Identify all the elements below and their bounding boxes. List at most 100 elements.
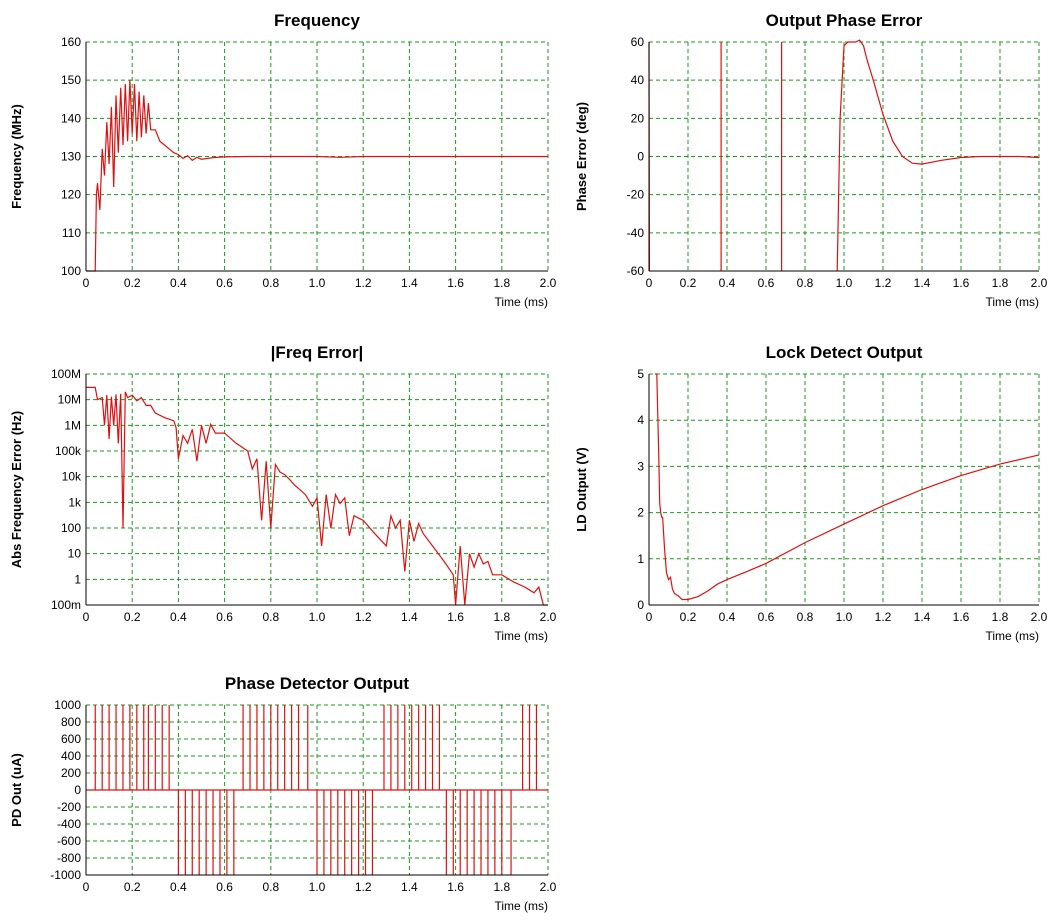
chart-freq-error: 0 0.2 0.4 0.6 0.8 1.0 1.2 1.4 1.6 1.8 2.0 100m 1 10 10… <box>9 343 557 643</box>
y-tick-label: 20 <box>631 111 645 125</box>
y-tick-label: 1 <box>637 552 644 566</box>
x-tick-label: 1.2 <box>355 610 372 624</box>
y-tick-label: 100 <box>61 521 81 535</box>
y-tick-label: -60 <box>627 264 645 278</box>
x-tick-label: 0.2 <box>124 880 141 894</box>
x-tick-label: 1.8 <box>992 276 1009 290</box>
y-tick-label: 4 <box>637 413 644 427</box>
y-tick-label: 1000 <box>54 698 81 712</box>
x-tick-label: 0.4 <box>719 276 736 290</box>
y-axis-label: Phase Error (deg) <box>574 102 589 211</box>
chart-pd-output: 0 0.2 0.4 0.6 0.8 1.0 1.2 1.4 1.6 1.8 2.0 -1000 -800… <box>9 674 557 913</box>
y-tick-label: -600 <box>57 834 81 848</box>
x-tick-label: 0 <box>646 610 653 624</box>
x-tick-label: 1.6 <box>953 610 970 624</box>
x-tick-label: 2.0 <box>1031 610 1048 624</box>
y-tick-label: 130 <box>61 150 81 164</box>
x-tick-label: 0.6 <box>216 276 233 290</box>
x-tick-label: 1.4 <box>914 276 931 290</box>
y-tick-label: 120 <box>61 188 81 202</box>
x-tick-label: 1.8 <box>493 880 510 894</box>
chart-title: Phase Detector Output <box>225 674 410 693</box>
y-tick-label: 1M <box>64 418 81 432</box>
y-tick-label: 800 <box>61 715 81 729</box>
y-tick-label: 0 <box>637 150 644 164</box>
y-axis-label: Frequency (MHz) <box>9 104 24 209</box>
x-tick-label: 1.2 <box>875 276 892 290</box>
chart-lock-detect: 0 0.2 0.4 0.6 0.8 1.0 1.2 1.4 1.6 1.8 2.0 0 1 2 3 4 5 Loc… <box>574 343 1048 643</box>
x-tick-label: 0 <box>83 880 90 894</box>
x-tick-label: 1.2 <box>355 276 372 290</box>
x-tick-label: 0.4 <box>719 610 736 624</box>
y-tick-label: -200 <box>57 800 81 814</box>
y-tick-label: 10M <box>58 393 81 407</box>
y-tick-label: 200 <box>61 766 81 780</box>
x-tick-label: 0.8 <box>797 610 814 624</box>
y-axis-label: Abs Frequency Error (Hz) <box>9 411 24 568</box>
x-tick-label: 0 <box>83 610 90 624</box>
x-tick-label: 0.8 <box>797 276 814 290</box>
x-tick-label: 1.0 <box>836 610 853 624</box>
x-tick-label: 1.4 <box>401 610 418 624</box>
chart-phase-error: 0 0.2 0.4 0.6 0.8 1.0 1.2 1.4 1.6 1.8 2.0 -60 -40 -20… <box>574 11 1048 309</box>
y-tick-label: 0 <box>637 598 644 612</box>
chart-title: Output Phase Error <box>766 11 923 30</box>
x-axis-label: Time (ms) <box>494 899 548 913</box>
y-tick-label: 100k <box>55 444 82 458</box>
x-tick-label: 1.4 <box>401 276 418 290</box>
y-tick-label: 1 <box>74 572 81 586</box>
x-tick-label: 0.2 <box>680 610 697 624</box>
y-tick-label: 160 <box>61 35 81 49</box>
x-axis-label: Time (ms) <box>494 629 548 643</box>
x-tick-label: 1.0 <box>309 880 326 894</box>
y-tick-label: 60 <box>631 35 645 49</box>
x-tick-label: 1.6 <box>447 880 464 894</box>
x-axis-label: Time (ms) <box>985 629 1039 643</box>
series-line-frequency <box>86 80 548 272</box>
y-tick-label: 10 <box>68 547 82 561</box>
x-tick-label: 0.8 <box>262 276 279 290</box>
y-tick-label: 40 <box>631 73 645 87</box>
series-line-freq-error <box>86 386 548 606</box>
x-tick-label: 1.4 <box>914 610 931 624</box>
y-tick-label: 1k <box>68 495 82 509</box>
x-axis-label: Time (ms) <box>985 295 1039 309</box>
y-tick-label: -40 <box>627 226 645 240</box>
x-tick-label: 0.4 <box>170 610 187 624</box>
x-axis-label: Time (ms) <box>494 295 548 309</box>
x-tick-label: 1.0 <box>309 276 326 290</box>
y-tick-label: -20 <box>627 188 645 202</box>
x-tick-label: 0 <box>83 276 90 290</box>
y-tick-label: 10k <box>62 470 82 484</box>
x-tick-label: 1.8 <box>493 276 510 290</box>
x-tick-label: 0.6 <box>216 880 233 894</box>
y-tick-label: -1000 <box>50 868 81 882</box>
x-tick-label: 1.4 <box>401 880 418 894</box>
y-tick-label: 2 <box>637 506 644 520</box>
x-tick-label: 2.0 <box>540 880 557 894</box>
x-tick-label: 0.2 <box>124 276 141 290</box>
chart-title: |Freq Error| <box>271 343 364 362</box>
x-tick-label: 1.6 <box>447 276 464 290</box>
x-tick-label: 2.0 <box>540 276 557 290</box>
y-tick-label: 140 <box>61 111 81 125</box>
x-tick-label: 2.0 <box>1031 276 1048 290</box>
chart-title: Lock Detect Output <box>766 343 923 362</box>
y-tick-label: 0 <box>74 783 81 797</box>
x-tick-label: 1.6 <box>953 276 970 290</box>
y-tick-label: -400 <box>57 817 81 831</box>
x-tick-label: 0.4 <box>170 880 187 894</box>
y-tick-label: 100 <box>61 264 81 278</box>
y-tick-label: 110 <box>62 226 81 240</box>
x-tick-label: 0 <box>646 276 653 290</box>
x-tick-label: 1.2 <box>875 610 892 624</box>
y-axis-label: LD Output (V) <box>574 447 589 531</box>
y-tick-label: 5 <box>637 367 644 381</box>
x-tick-label: 0.4 <box>170 276 187 290</box>
x-tick-label: 0.8 <box>262 610 279 624</box>
y-tick-label: 100M <box>51 367 81 381</box>
series-line-lock-detect <box>654 373 1040 601</box>
y-tick-label: 150 <box>61 73 81 87</box>
x-tick-label: 0.6 <box>758 276 775 290</box>
chart-title: Frequency <box>274 11 361 30</box>
